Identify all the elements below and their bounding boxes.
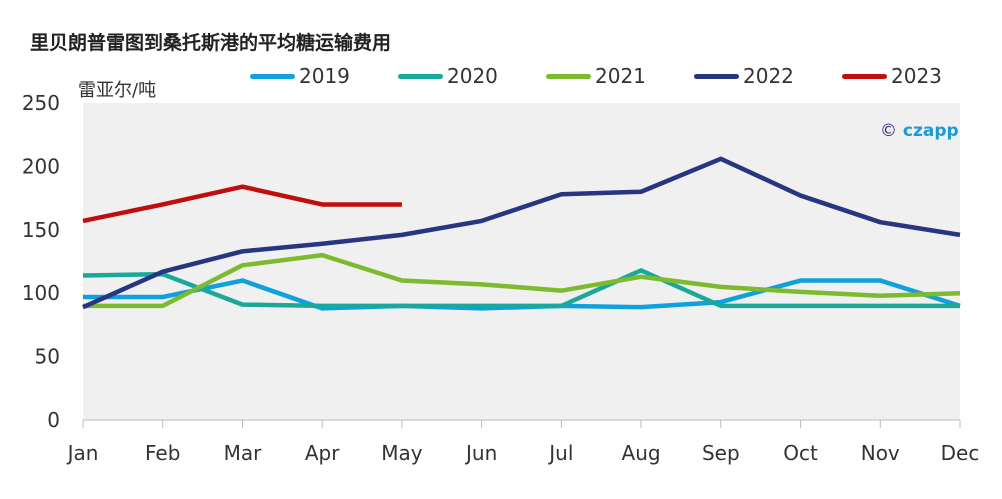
x-tick-label: Feb: [145, 441, 180, 465]
legend-item-2020: 2020: [398, 64, 546, 88]
x-tick-label: Nov: [861, 441, 900, 465]
legend-swatch: [694, 73, 739, 79]
x-tick-label: Mar: [224, 441, 263, 465]
legend-item-2023: 2023: [842, 64, 990, 88]
series-line-2021: [83, 252, 961, 309]
y-tick-label: 200: [22, 154, 60, 178]
plot-background: [83, 103, 960, 420]
x-tick-label: Jun: [464, 441, 497, 465]
x-tick-label: Sep: [702, 441, 740, 465]
legend: 2019 2020 2021 2022 2023: [250, 64, 990, 88]
x-tick-label: Apr: [305, 441, 340, 465]
legend-swatch: [250, 73, 295, 79]
y-tick-label: 150: [22, 218, 60, 242]
y-tick-label: 100: [22, 281, 60, 305]
legend-item-2019: 2019: [250, 64, 398, 88]
y-tick-label: 0: [47, 408, 60, 432]
chart-title: 里贝朗普雷图到桑托斯港的平均糖运输费用: [30, 32, 392, 54]
legend-label: 2023: [891, 64, 942, 88]
legend-label: 2022: [743, 64, 794, 88]
x-tick-label: May: [381, 441, 423, 465]
x-tick-label: Oct: [783, 441, 818, 465]
series-line-2022: [82, 156, 961, 310]
y-tick-label: 50: [35, 345, 60, 369]
legend-swatch: [546, 73, 591, 79]
legend-label: 2019: [299, 64, 350, 88]
legend-swatch: [842, 73, 887, 79]
y-tick-label: 250: [22, 91, 60, 115]
y-axis-label: 雷亚尔/吨: [78, 80, 157, 101]
legend-item-2022: 2022: [694, 64, 842, 88]
legend-swatch: [398, 73, 443, 79]
x-tick-label: Jan: [66, 441, 99, 465]
czapp-logo: © czapp: [880, 121, 959, 141]
series-line-2020: [82, 268, 960, 309]
legend-item-2021: 2021: [546, 64, 694, 88]
x-tick-label: Jul: [547, 441, 573, 465]
x-tick-label: Aug: [622, 441, 661, 465]
legend-label: 2021: [595, 64, 646, 88]
legend-label: 2020: [447, 64, 498, 88]
x-tick-label: Dec: [941, 441, 980, 465]
